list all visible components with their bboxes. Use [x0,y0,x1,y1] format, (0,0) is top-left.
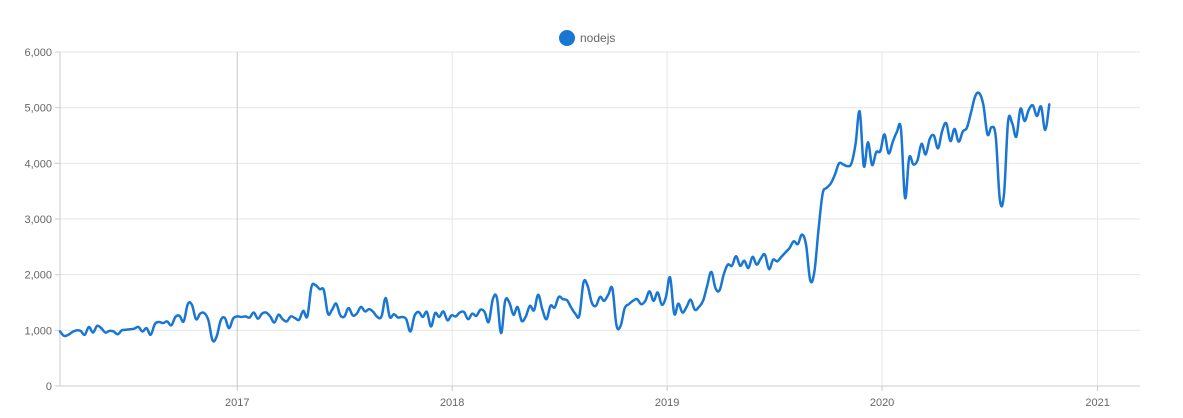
legend-marker-nodejs[interactable] [559,30,575,46]
y-tick-label: 2,000 [24,270,52,282]
series-line-nodejs[interactable] [58,91,1051,343]
y-tick-label: 1,000 [24,325,52,337]
y-tick-label: 6,000 [24,47,52,59]
x-tick-label: 2017 [225,397,249,409]
legend-label-nodejs[interactable]: nodejs [580,31,615,45]
y-tick-label: 3,000 [24,214,52,226]
legend[interactable]: nodejs [559,30,615,46]
y-axis-ticks: 0 1,000 2,000 3,000 4,000 5,000 6,000 [24,47,60,393]
x-tick-label: 2021 [1085,397,1109,409]
grid-lines [60,51,1140,386]
x-tick-label: 2020 [870,397,894,409]
y-tick-label: 5,000 [24,103,52,115]
x-tick-label: 2018 [440,397,464,409]
y-tick-label: 4,000 [24,158,52,170]
x-axis-ticks: 2017 2018 2019 2020 2021 [225,386,1110,409]
x-tick-label: 2019 [655,397,679,409]
y-tick-label: 0 [46,381,52,393]
series-group [58,91,1051,343]
